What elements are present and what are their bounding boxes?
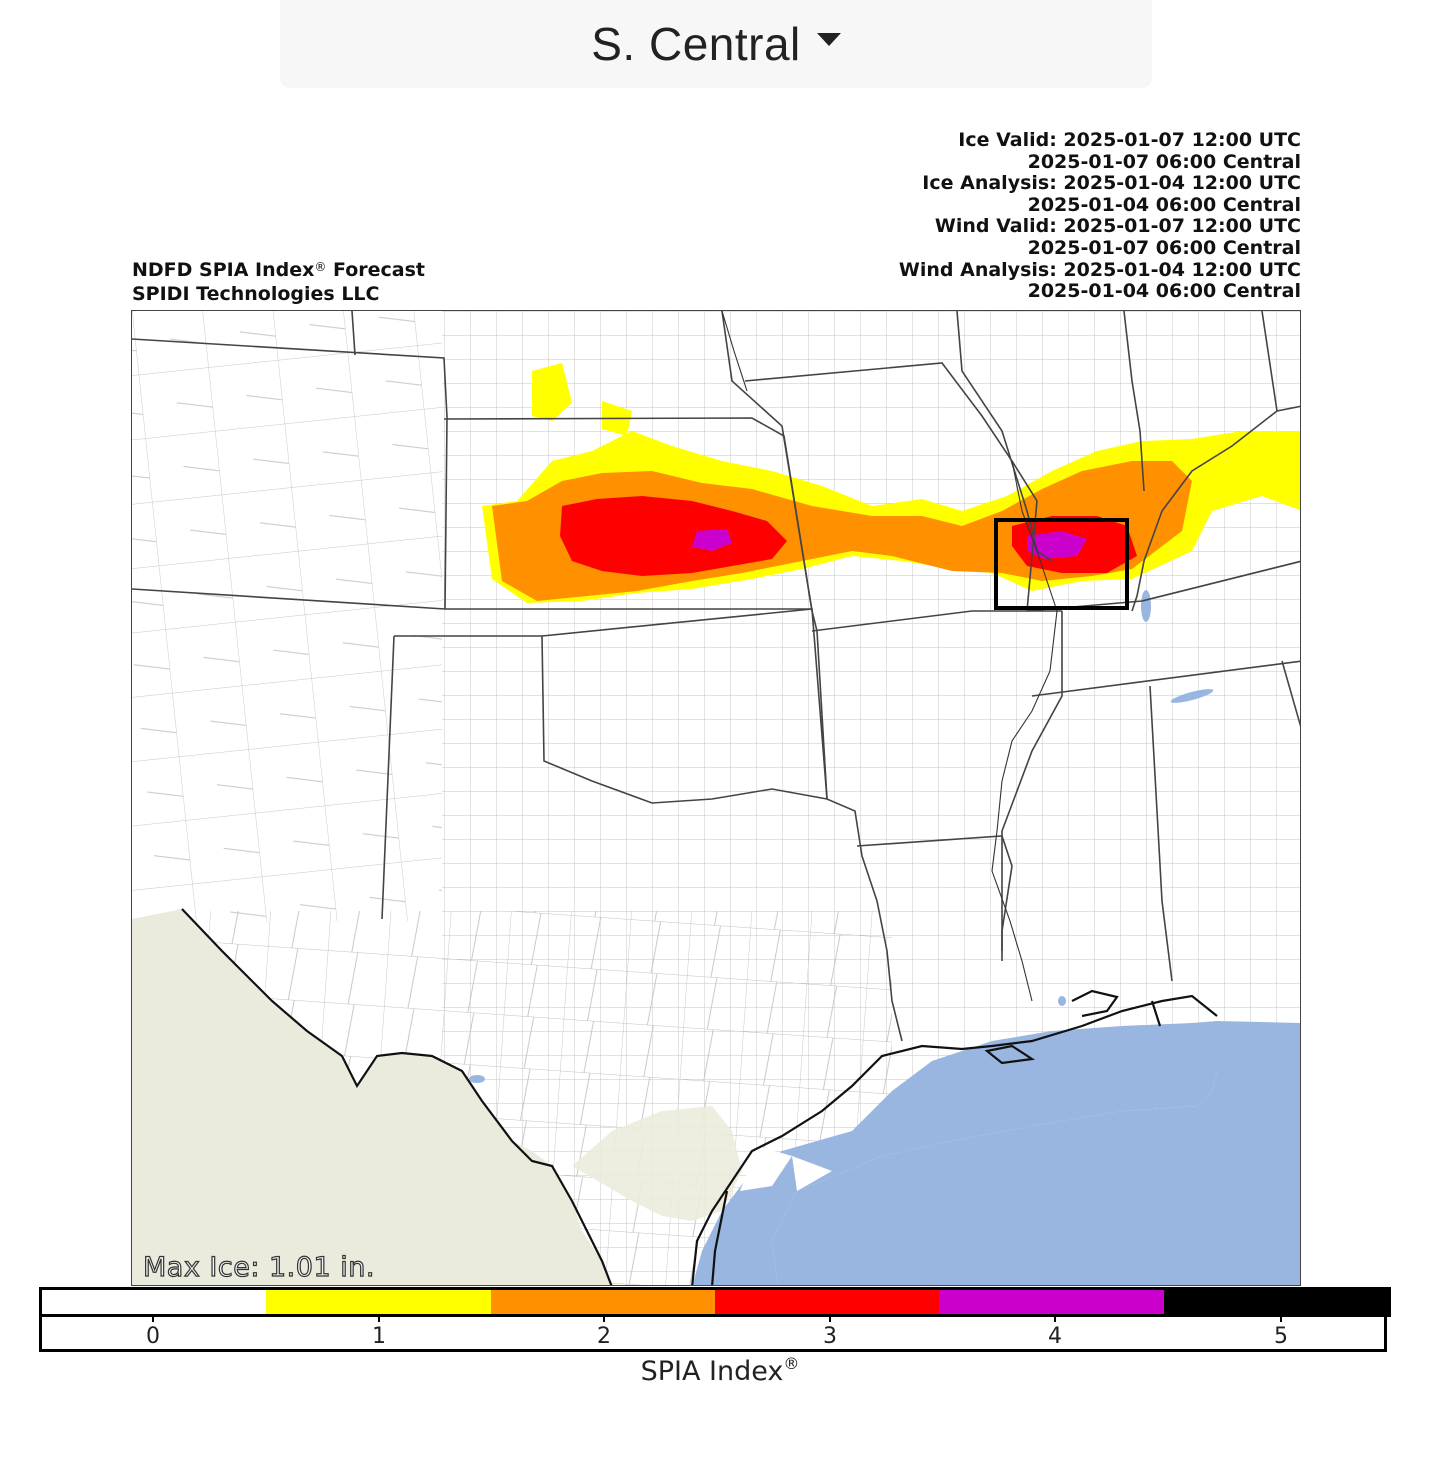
colorbar-tick-1 xyxy=(378,1314,380,1322)
colorbar-swatch-5 xyxy=(1163,1290,1388,1314)
colorbar-swatch-3 xyxy=(714,1290,940,1314)
colorbar-swatch-2 xyxy=(490,1290,715,1314)
colorbar-tick-2 xyxy=(603,1314,605,1322)
colorbar-swatch-0 xyxy=(42,1290,267,1314)
colorbar-axis xyxy=(39,1316,1387,1352)
ice-valid-utc: Ice Valid: 2025-01-07 12:00 UTC xyxy=(958,129,1301,151)
product-producer: SPIDI Technologies LLC xyxy=(132,283,380,305)
colorbar-tick-label-3: 3 xyxy=(823,1324,837,1349)
gulf-water xyxy=(692,1021,1217,1285)
colorbar-registered-mark: ® xyxy=(783,1354,800,1373)
max-ice-label: Max Ice: 1.01 in. xyxy=(142,1251,375,1283)
ice-analysis-central: 2025-01-04 06:00 Central xyxy=(1027,193,1301,216)
colorbar-tick-4 xyxy=(1054,1314,1056,1322)
colorbar-tick-0 xyxy=(152,1314,154,1322)
colorbar-swatch-4 xyxy=(939,1290,1164,1314)
colorbar-swatch-1 xyxy=(266,1290,491,1314)
mexico-land xyxy=(132,909,612,1285)
validity-times: Ice Valid: 2025-01-07 12:00 UTC 2025-01-… xyxy=(898,129,1301,303)
colorbar-tick-5 xyxy=(1280,1314,1282,1322)
registered-mark: ® xyxy=(314,260,327,274)
colorbar-tick-label-2: 2 xyxy=(597,1324,611,1349)
rivers xyxy=(721,311,1058,1002)
spia-forecast-map xyxy=(131,310,1301,1286)
wind-valid-utc: Wind Valid: 2025-01-07 12:00 UTC xyxy=(934,215,1301,238)
region-dropdown[interactable]: S. Central xyxy=(280,0,1152,88)
wind-valid-central: 2025-01-07 06:00 Central xyxy=(1027,236,1301,259)
wind-analysis-central: 2025-01-04 06:00 Central xyxy=(1027,280,1301,303)
ice-valid-central: 2025-01-07 06:00 Central xyxy=(1027,150,1301,173)
colorbar-tick-label-1: 1 xyxy=(372,1324,386,1349)
coastline xyxy=(181,908,1218,1285)
wind-analysis-utc: Wind Analysis: 2025-01-04 12:00 UTC xyxy=(898,258,1301,281)
colorbar-title: SPIA Index® xyxy=(640,1354,800,1387)
region-dropdown-label: S. Central xyxy=(591,18,801,70)
colorbar-tick-3 xyxy=(829,1314,831,1322)
colorbar-tick-label-0: 0 xyxy=(146,1324,160,1349)
max-ice-location-box xyxy=(994,518,1129,610)
caret-down-icon xyxy=(816,32,841,46)
ice-analysis-utc: Ice Analysis: 2025-01-04 12:00 UTC xyxy=(922,172,1301,195)
spia-colorbar xyxy=(39,1287,1391,1317)
spia-shading xyxy=(482,363,1300,603)
colorbar-tick-label-4: 4 xyxy=(1048,1324,1062,1349)
product-credits: NDFD SPIA Index® Forecast SPIDI Technolo… xyxy=(132,258,425,306)
product-title: NDFD SPIA Index® Forecast xyxy=(132,259,425,281)
colorbar-tick-label-5: 5 xyxy=(1274,1324,1288,1349)
